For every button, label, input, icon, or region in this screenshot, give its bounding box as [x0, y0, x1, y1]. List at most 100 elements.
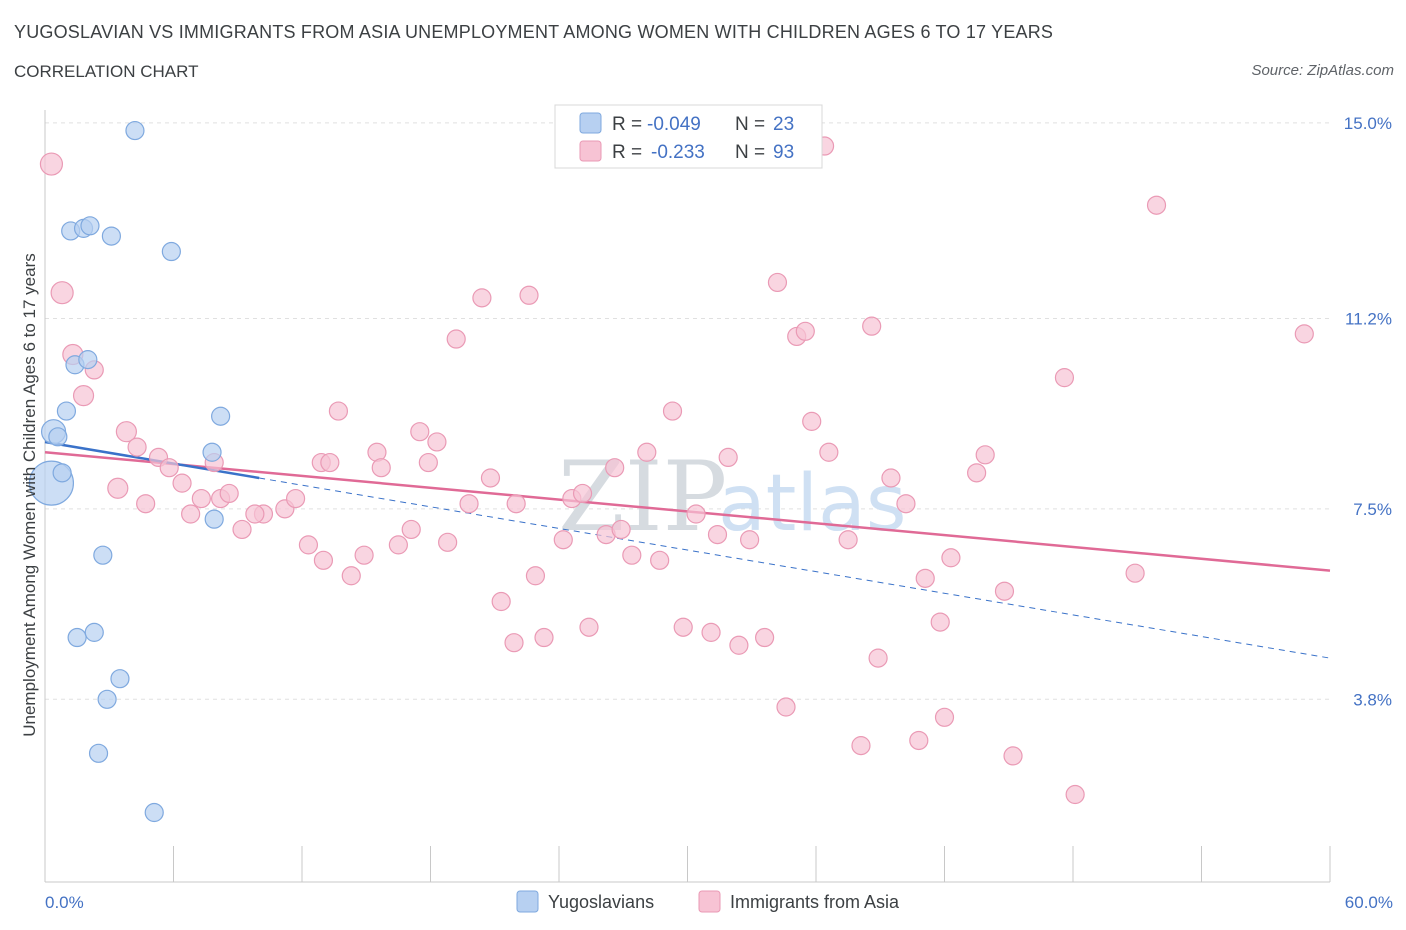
gridlines [45, 122, 1330, 700]
point-immigrants-asia-26 [354, 545, 374, 565]
point-immigrants-asia-37 [472, 288, 492, 308]
point-immigrants-asia-88 [1146, 195, 1167, 215]
bottom-legend-label-immigrants-asia: Immigrants from Asia [730, 892, 900, 912]
point-immigrants-asia-24 [328, 401, 349, 421]
point-immigrants-asia-0 [39, 152, 64, 176]
chart-subtitle: CORRELATION CHART [14, 62, 199, 81]
point-yugoslavians-15 [204, 509, 224, 529]
point-immigrants-asia-56 [686, 504, 706, 524]
point-immigrants-asia-31 [410, 422, 430, 442]
point-yugoslavians-8 [80, 216, 100, 236]
correlation-legend: R = -0.049 N = 23 R = -0.233 N = 93 [554, 104, 823, 169]
point-immigrants-asia-60 [729, 635, 749, 655]
point-yugoslavians-19 [110, 669, 130, 689]
point-immigrants-asia-66 [795, 321, 815, 341]
point-immigrants-asia-74 [881, 468, 901, 488]
point-immigrants-asia-13 [191, 488, 211, 509]
legend-r-label-1: R = [612, 114, 642, 135]
legend-n-label-2: N = [735, 142, 765, 163]
point-yugoslavians-22 [144, 802, 164, 823]
point-immigrants-asia-10 [159, 458, 179, 478]
point-yugoslavians-14 [211, 406, 231, 426]
point-immigrants-asia-84 [1003, 746, 1023, 766]
point-immigrants-asia-58 [707, 524, 728, 545]
point-immigrants-asia-35 [446, 329, 466, 349]
bottom-legend-label-yugoslavians: Yugoslavians [548, 892, 654, 912]
point-immigrants-asia-6 [115, 421, 137, 443]
y-tick-label-2: 11.2% [1345, 309, 1392, 328]
point-immigrants-asia-83 [994, 581, 1015, 601]
point-immigrants-asia-3 [72, 385, 95, 407]
point-immigrants-asia-91 [313, 550, 334, 570]
point-immigrants-asia-62 [754, 627, 775, 648]
point-immigrants-asia-25 [341, 566, 361, 586]
point-immigrants-asia-1 [50, 281, 74, 305]
point-immigrants-asia-90 [245, 504, 265, 524]
y-tick-label-0: 3.8% [1353, 690, 1392, 709]
point-immigrants-asia-16 [219, 483, 239, 504]
point-immigrants-asia-47 [579, 617, 599, 637]
point-immigrants-asia-43 [534, 627, 554, 648]
point-yugoslavians-10 [101, 226, 121, 246]
point-immigrants-asia-61 [740, 530, 760, 550]
bottom-legend-swatch-immigrants-asia [698, 890, 721, 913]
bottom-legend-swatch-yugoslavians [516, 890, 539, 913]
legend-r-value-2: -0.233 [651, 142, 705, 163]
point-immigrants-asia-40 [504, 633, 524, 653]
point-immigrants-asia-28 [371, 458, 391, 478]
point-yugoslavians-20 [97, 689, 117, 709]
point-immigrants-asia-11 [172, 473, 192, 493]
point-immigrants-asia-17 [232, 519, 252, 540]
legend-swatch-immigrants-asia [579, 140, 602, 162]
point-immigrants-asia-67 [802, 411, 822, 431]
point-immigrants-asia-41 [519, 285, 539, 305]
point-immigrants-asia-71 [851, 736, 871, 756]
point-immigrants-asia-36 [459, 494, 479, 514]
point-immigrants-asia-33 [427, 432, 447, 452]
point-immigrants-asia-81 [967, 463, 987, 483]
legend-n-value-2: 93 [773, 142, 794, 163]
point-immigrants-asia-53 [650, 550, 670, 570]
point-immigrants-asia-89 [1294, 324, 1314, 344]
point-immigrants-asia-54 [662, 401, 683, 421]
point-yugoslavians-17 [67, 627, 87, 648]
trend-yugoslavians-extension [259, 477, 1331, 659]
point-immigrants-asia-77 [915, 568, 935, 588]
point-immigrants-asia-52 [637, 442, 657, 462]
point-immigrants-asia-50 [611, 519, 631, 540]
point-immigrants-asia-38 [480, 468, 501, 488]
point-immigrants-asia-32 [418, 452, 438, 473]
source-note: Source: ZipAtlas.com [1251, 62, 1394, 79]
legend-r-label-2: R = [612, 142, 642, 163]
point-immigrants-asia-92 [506, 494, 526, 514]
x-tick-labels: 0.0% 60.0% [45, 893, 1393, 912]
point-immigrants-asia-21 [298, 535, 319, 555]
point-immigrants-asia-44 [553, 530, 573, 550]
point-immigrants-asia-64 [776, 697, 796, 717]
point-yugoslavians-11 [125, 120, 145, 141]
data-points [28, 120, 1314, 823]
x-tick-label-0: 0.0% [45, 893, 84, 912]
point-immigrants-asia-72 [862, 316, 882, 336]
legend-swatch-yugoslavians [579, 112, 602, 134]
point-yugoslavians-18 [84, 622, 104, 642]
point-immigrants-asia-82 [975, 445, 995, 465]
point-immigrants-asia-69 [819, 442, 839, 462]
point-yugoslavians-4 [56, 401, 77, 421]
point-immigrants-asia-49 [605, 458, 625, 478]
y-axis-label: Unemployment Among Women with Children A… [20, 253, 39, 737]
y-tick-label-1: 7.5% [1353, 500, 1392, 519]
legend-r-value-1: -0.049 [647, 114, 701, 135]
legend-n-value-1: 23 [773, 114, 794, 135]
point-yugoslavians-2 [48, 427, 68, 447]
point-immigrants-asia-85 [1054, 368, 1075, 388]
series-legend: Yugoslavians Immigrants from Asia [516, 890, 900, 913]
point-immigrants-asia-70 [838, 530, 858, 550]
point-immigrants-asia-7 [127, 437, 147, 457]
point-immigrants-asia-87 [1125, 563, 1145, 583]
point-immigrants-asia-34 [438, 532, 458, 552]
point-immigrants-asia-23 [320, 452, 340, 473]
point-immigrants-asia-39 [491, 591, 511, 612]
x-tick-label-1: 60.0% [1345, 893, 1393, 912]
